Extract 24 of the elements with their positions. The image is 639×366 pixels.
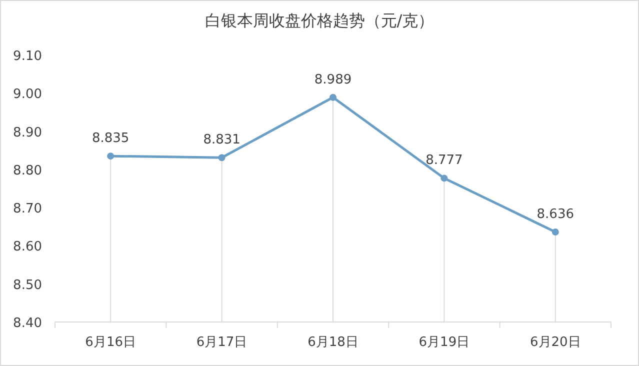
y-tick-label: 9.00 bbox=[13, 87, 42, 102]
y-tick-label: 8.80 bbox=[13, 163, 42, 178]
data-label: 8.777 bbox=[426, 153, 463, 168]
point bbox=[330, 94, 336, 101]
point bbox=[552, 228, 559, 236]
point bbox=[107, 152, 114, 160]
y-tick-label: 8.40 bbox=[13, 316, 42, 331]
y-tick-label: 9.10 bbox=[13, 49, 42, 64]
y-tick-label: 8.70 bbox=[13, 202, 42, 217]
y-tick-label: 8.50 bbox=[13, 278, 42, 293]
x-tick-label: 6月20日 bbox=[530, 335, 581, 350]
data-label: 8.831 bbox=[203, 132, 240, 148]
x-tick-label: 6月18日 bbox=[308, 335, 358, 350]
x-tick-label: 6月17日 bbox=[196, 335, 248, 350]
data-label: 8.636 bbox=[536, 206, 574, 222]
x-tick-label: 6月19日 bbox=[418, 335, 470, 350]
chart-title: 白银本周收盘价格趋势（元/克） bbox=[204, 11, 434, 30]
x-tick-label: 6月16日 bbox=[85, 335, 136, 350]
y-tick-label: 8.60 bbox=[13, 240, 42, 255]
point bbox=[218, 154, 226, 162]
data-label: 8.989 bbox=[314, 72, 352, 88]
data-label: 8.835 bbox=[92, 131, 130, 146]
y-tick-label: 8.90 bbox=[13, 125, 42, 140]
point bbox=[440, 174, 448, 182]
